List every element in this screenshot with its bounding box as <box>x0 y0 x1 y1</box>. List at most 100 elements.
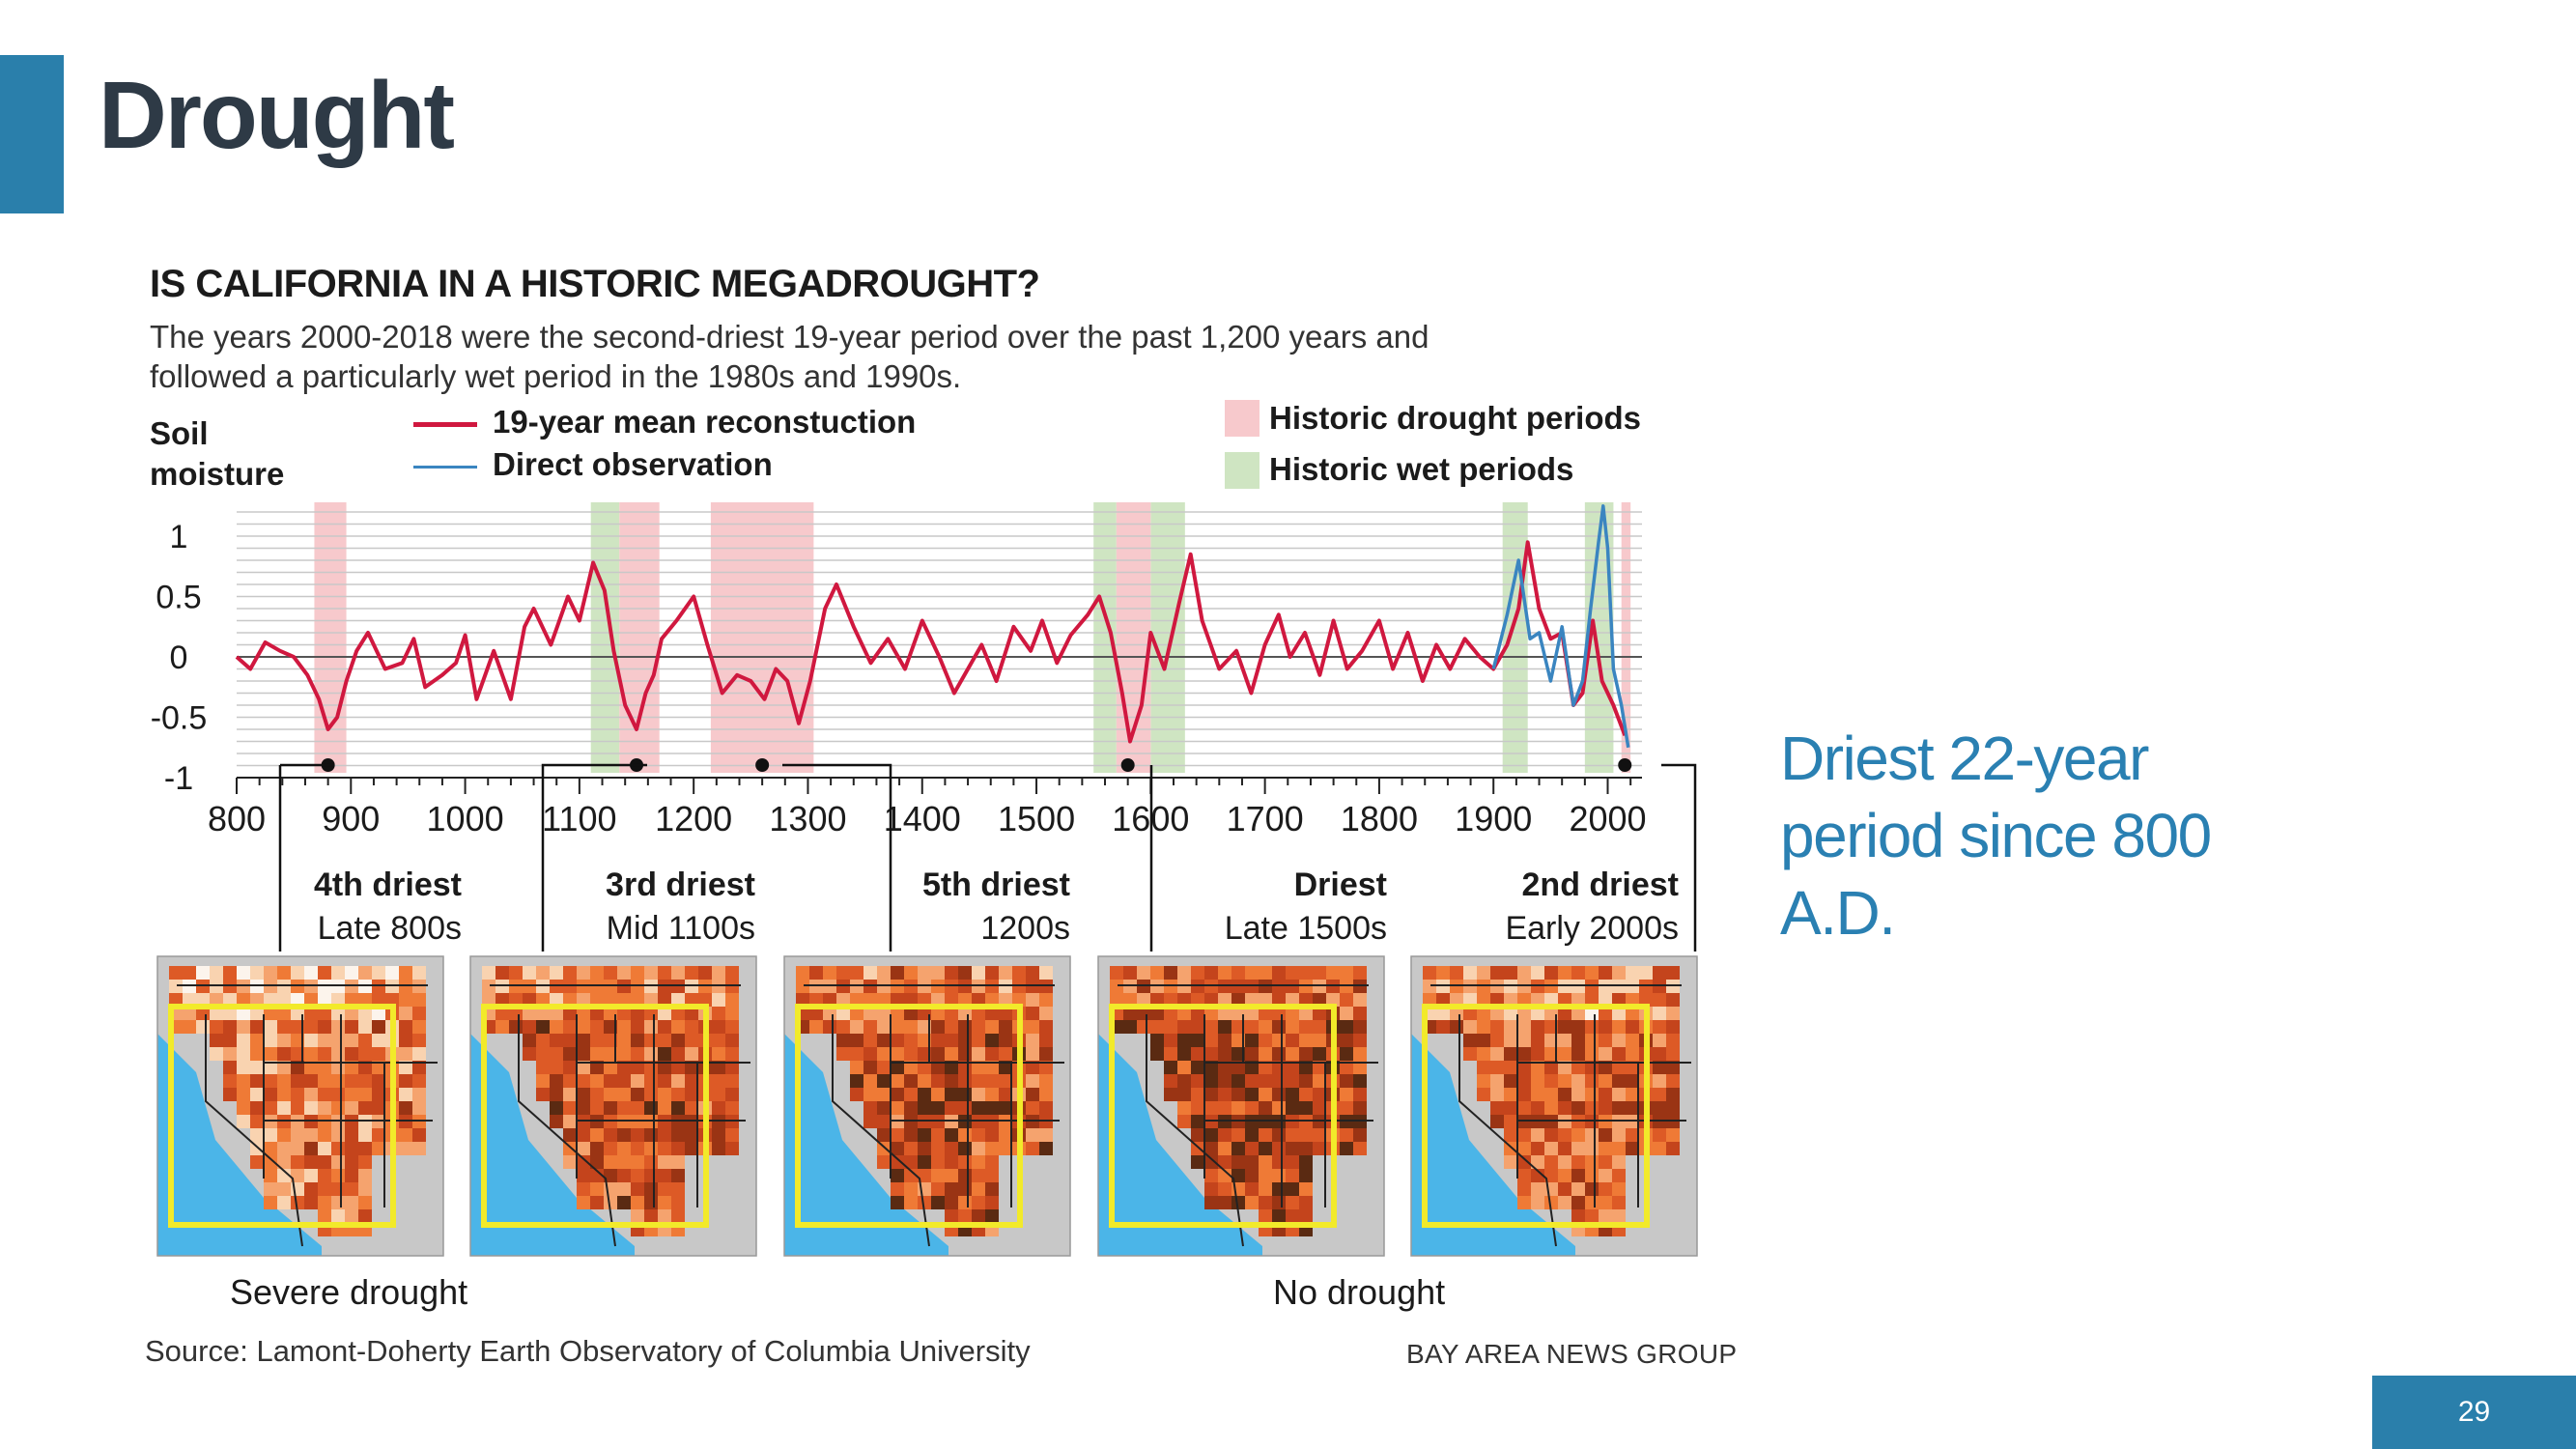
graphic-title: IS CALIFORNIA IN A HISTORIC MEGADROUGHT? <box>150 263 1040 305</box>
map-cell <box>1544 1155 1558 1169</box>
map-cell <box>1123 1020 1137 1034</box>
map-frame <box>156 955 444 1257</box>
map-cell <box>590 1142 604 1155</box>
legend-drought-swatch <box>1225 400 1260 437</box>
map-cell <box>604 1074 617 1088</box>
map-cell <box>1558 1182 1571 1196</box>
map-cell <box>237 1061 250 1074</box>
map-cell <box>850 1088 863 1101</box>
map-cell <box>958 1034 972 1047</box>
map-cell <box>1353 1101 1367 1115</box>
map-cell <box>999 1074 1012 1088</box>
map-cell <box>1218 1128 1231 1142</box>
map-cell <box>223 1061 237 1074</box>
map-cell <box>671 966 685 980</box>
map-cell <box>563 1020 577 1034</box>
map-cell <box>1450 993 1463 1007</box>
map-cell <box>1531 966 1544 980</box>
map-cell <box>1653 1074 1666 1088</box>
map-cell <box>577 1061 590 1074</box>
map-cell <box>358 966 372 980</box>
map-cell <box>891 1007 904 1020</box>
map-cell <box>196 1020 210 1034</box>
map-cell <box>1531 993 1544 1007</box>
map-cell <box>250 993 264 1007</box>
credit-note: BAY AREA NEWS GROUP <box>1406 1339 1738 1369</box>
map-cell <box>1544 966 1558 980</box>
map-cell <box>1164 1020 1177 1034</box>
map-cell <box>250 1007 264 1020</box>
map-cell <box>250 1115 264 1128</box>
x-tick-label: 1700 <box>1227 799 1304 838</box>
map-cell <box>1599 1101 1612 1115</box>
scale-right-label: No drought <box>1273 1272 1446 1312</box>
map-cell <box>617 1061 631 1074</box>
map-cell <box>985 1074 999 1088</box>
map-cell <box>1340 993 1353 1007</box>
map-cell <box>945 1101 958 1115</box>
map-cell <box>291 1007 304 1020</box>
map-cell <box>1039 1061 1053 1074</box>
map-cell <box>509 1020 523 1034</box>
map-cell <box>644 1155 658 1169</box>
map-cell <box>1571 1074 1585 1088</box>
map-cell <box>318 966 331 980</box>
map-cell <box>1231 1155 1245 1169</box>
series-lines <box>235 504 1630 749</box>
map-cell <box>877 1115 891 1128</box>
map-cell <box>304 1074 318 1088</box>
map-cell <box>277 1047 291 1061</box>
map-cell <box>399 1101 412 1115</box>
map-cell <box>1150 1047 1164 1061</box>
map-cell <box>985 1101 999 1115</box>
map-cell <box>169 993 183 1007</box>
map-cell <box>931 1088 945 1101</box>
map-cell <box>237 1074 250 1088</box>
map-cell <box>1490 1061 1504 1074</box>
map-cell <box>1436 993 1450 1007</box>
drought-map <box>156 955 444 1257</box>
map-cell <box>1231 1074 1245 1088</box>
map-cell <box>836 1034 850 1047</box>
map-cell <box>658 1020 671 1034</box>
map-cell <box>931 1169 945 1182</box>
map-cell <box>658 1061 671 1074</box>
map-cell <box>237 1047 250 1061</box>
map-cell <box>823 966 836 980</box>
map-cell <box>1299 1074 1313 1088</box>
map-cell <box>1272 993 1286 1007</box>
map-cell <box>796 993 809 1007</box>
map-cell <box>196 966 210 980</box>
period-label: Driest Late 1500s <box>1151 864 1387 951</box>
y-tick-label: 1 <box>170 519 188 555</box>
map-cell <box>1353 1047 1367 1061</box>
map-cell <box>671 1007 685 1020</box>
map-cell <box>1571 1209 1585 1223</box>
map-cell <box>877 1088 891 1101</box>
map-cell <box>972 993 985 1007</box>
map-cell <box>1626 1061 1639 1074</box>
map-cell <box>372 1047 385 1061</box>
map-cell <box>1477 1074 1490 1088</box>
map-cell <box>1504 993 1517 1007</box>
period-subtitle: Mid 1100s <box>606 910 755 947</box>
map-cell <box>1585 1155 1599 1169</box>
map-cell <box>412 1101 426 1115</box>
map-cell <box>550 1088 563 1101</box>
period-subtitle: Late 800s <box>317 910 462 947</box>
map-cell <box>1626 993 1639 1007</box>
map-cell <box>877 1155 891 1169</box>
map-cell <box>1477 1007 1490 1020</box>
map-cell <box>345 1169 358 1182</box>
map-ocean <box>470 1034 635 1256</box>
map-cell <box>644 1088 658 1101</box>
map-cell <box>999 1020 1012 1034</box>
map-cell <box>1626 1034 1639 1047</box>
map-cell <box>1039 1020 1053 1034</box>
map-cell <box>1164 1074 1177 1088</box>
map-cell <box>631 966 644 980</box>
map-cell <box>536 1088 550 1101</box>
map-cell <box>237 993 250 1007</box>
map-cell <box>1286 1196 1299 1209</box>
map-cell <box>631 1020 644 1034</box>
